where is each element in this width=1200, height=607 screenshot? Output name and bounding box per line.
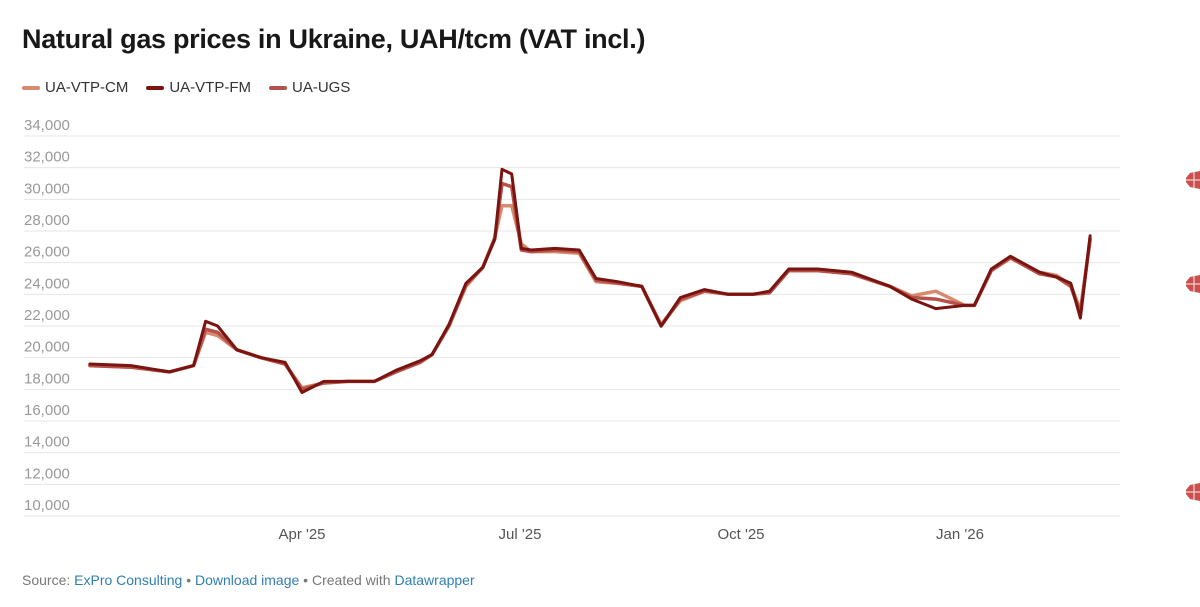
legend-swatch-fm (146, 85, 165, 90)
legend-item-ugs[interactable]: UA-UGS (269, 79, 350, 96)
x-axis-labels: Apr '25 Jul '25 Oct '25 Jan '26 (278, 526, 983, 543)
y-tick-label: 30,000 (24, 180, 70, 197)
legend: UA-VTP-CM UA-VTP-FM UA-UGS (22, 79, 368, 96)
legend-label-cm: UA-VTP-CM (45, 79, 129, 96)
legend-swatch-cm (22, 85, 40, 90)
y-tick-label: 20,000 (24, 339, 70, 356)
created-with-text: • Created with (299, 572, 395, 588)
legend-label-fm: UA-VTP-FM (169, 79, 251, 96)
series-line-ua-ugs (88, 181, 1092, 392)
edge-badge-icon[interactable] (1186, 170, 1200, 190)
y-tick-label: 34,000 (24, 117, 70, 134)
y-tick-label: 18,000 (24, 370, 70, 387)
data-lines (88, 167, 1092, 394)
y-tick-label: 10,000 (24, 497, 70, 514)
source-link[interactable]: ExPro Consulting (74, 572, 183, 588)
edge-badge-icon[interactable] (1186, 482, 1200, 502)
y-tick-label: 14,000 (24, 434, 70, 451)
datawrapper-link[interactable]: Datawrapper (394, 572, 475, 588)
y-tick-label: 16,000 (24, 402, 70, 419)
x-tick-label: Jan '26 (936, 526, 984, 543)
edge-badge-icon[interactable] (1186, 274, 1200, 294)
x-tick-label: Jul '25 (499, 526, 542, 543)
source-prefix: Source: (22, 572, 75, 588)
y-tick-label: 32,000 (24, 149, 70, 166)
series-line-ua-vtp-fm (88, 167, 1092, 394)
y-tick-label: 24,000 (24, 275, 70, 292)
legend-item-fm[interactable]: UA-VTP-FM (146, 79, 251, 96)
chart-footer: Source: ExPro Consulting • Download imag… (22, 572, 475, 588)
y-tick-label: 28,000 (24, 212, 70, 229)
legend-swatch-ugs (269, 85, 287, 90)
y-tick-label: 12,000 (24, 465, 70, 482)
legend-label-ugs: UA-UGS (292, 79, 351, 96)
y-tick-label: 26,000 (24, 244, 70, 261)
y-tick-label: 22,000 (24, 307, 70, 324)
footer-separator: • (182, 572, 195, 588)
download-image-link[interactable]: Download image (195, 572, 300, 588)
series-line-ua-vtp-cm (88, 203, 1092, 390)
x-tick-label: Oct '25 (717, 526, 764, 543)
x-tick-label: Apr '25 (278, 526, 325, 543)
gridlines (24, 135, 1120, 517)
chart-title: Natural gas prices in Ukraine, UAH/tcm (… (22, 24, 646, 54)
legend-item-cm[interactable]: UA-VTP-CM (22, 79, 128, 96)
y-axis-labels: 34,000 32,000 30,000 28,000 26,000 24,000 22,0… (24, 117, 70, 514)
